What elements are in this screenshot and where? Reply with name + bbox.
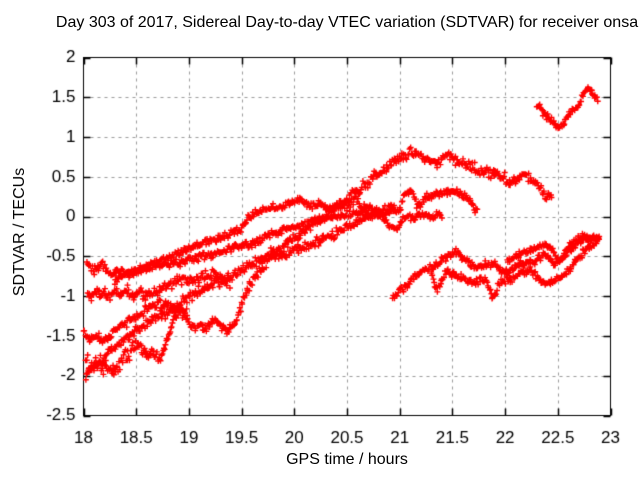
y-axis-title: SDTVAR / TECUs: [11, 167, 28, 297]
x-axis-title: GPS time / hours: [286, 451, 408, 468]
chart-title: Day 303 of 2017, Sidereal Day-to-day VTE…: [55, 14, 639, 31]
